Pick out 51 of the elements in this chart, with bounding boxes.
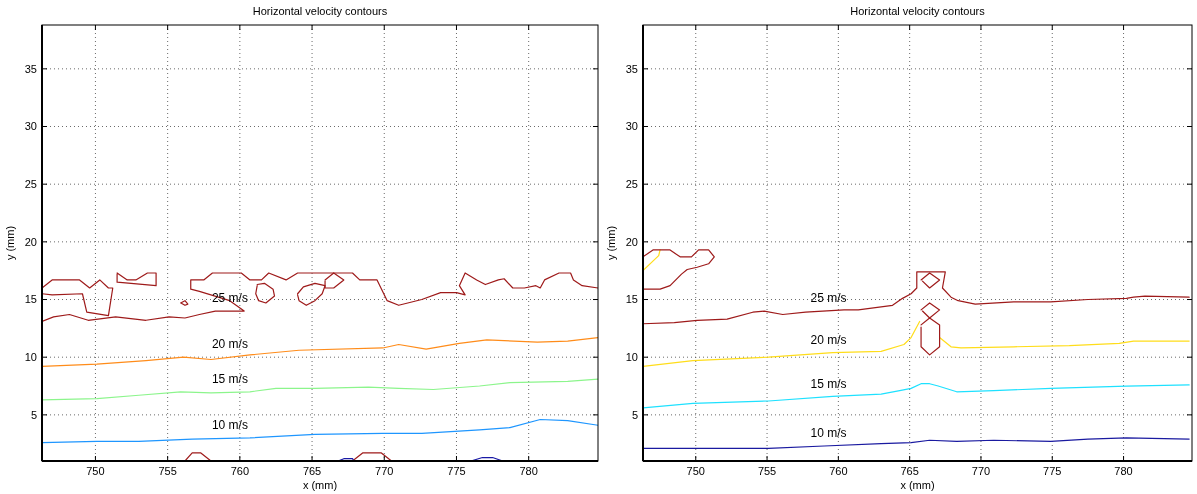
chart-title: Horizontal velocity contours	[850, 5, 986, 17]
line-series	[116, 272, 157, 287]
y-tick-label: 25	[24, 178, 37, 191]
y-tick-label: 20	[625, 235, 638, 248]
y-tick-label: 20	[24, 235, 37, 248]
y-tick-label: 10	[24, 351, 37, 364]
x-tick-label: 760	[230, 465, 250, 477]
series-label: 20 m/s	[211, 337, 248, 352]
series-label: 25 m/s	[810, 290, 847, 305]
y-tick-label: 10	[625, 351, 638, 364]
x-axis-title: x (mm)	[900, 479, 935, 491]
y-tick-label: 15	[625, 293, 638, 306]
x-tick-label: 750	[86, 465, 105, 477]
y-tick-label: 5	[631, 408, 638, 421]
x-tick-label: 780	[519, 465, 538, 477]
line-series	[255, 282, 276, 304]
series-label: 15 m/s	[211, 372, 248, 387]
y-tick-label: 25	[625, 178, 638, 191]
x-tick-label: 765	[900, 465, 919, 477]
x-tick-label: 750	[686, 465, 705, 477]
series-label: 10 m/s	[810, 425, 847, 440]
x-tick-label: 760	[829, 465, 848, 477]
y-axis-title: y (mm)	[4, 225, 16, 261]
y-tick-label: 30	[24, 120, 37, 133]
y-tick-label: 5	[30, 408, 37, 421]
line-series	[42, 336, 598, 368]
x-tick-label: 780	[1114, 465, 1133, 477]
series-label: 10 m/s	[211, 418, 248, 433]
y-tick-label: 35	[625, 62, 638, 75]
line-series	[643, 271, 1190, 325]
series-label: 15 m/s	[810, 376, 847, 391]
series-label: 20 m/s	[810, 332, 847, 347]
y-tick-label: 30	[625, 120, 638, 133]
y-tick-label: 15	[24, 293, 37, 306]
line-series	[42, 272, 598, 323]
y-tick-label: 35	[24, 62, 37, 75]
line-series	[643, 249, 715, 290]
x-tick-label: 755	[158, 465, 177, 477]
chart-title: Horizontal velocity contours	[252, 5, 388, 17]
x-tick-label: 755	[757, 465, 777, 477]
x-tick-label: 770	[971, 465, 991, 477]
line-series	[42, 418, 598, 444]
x-axis-title: x (mm)	[302, 479, 338, 491]
x-tick-label: 765	[302, 465, 322, 477]
line-series	[643, 437, 1190, 449]
x-tick-label: 775	[447, 465, 466, 477]
x-tick-label: 770	[375, 465, 394, 477]
x-tick-label: 775	[1043, 465, 1062, 477]
line-series	[939, 336, 1190, 349]
y-axis-title: y (mm)	[605, 225, 617, 261]
line-series	[643, 320, 921, 368]
